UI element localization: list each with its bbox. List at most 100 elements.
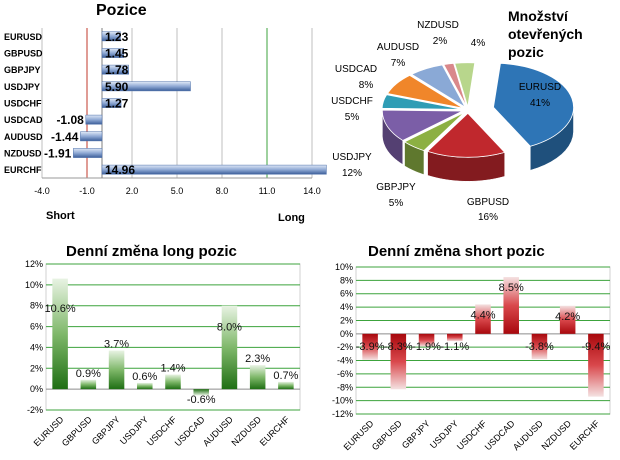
short-change-title: Denní změna short pozic <box>368 243 545 260</box>
value-label: 1.78 <box>105 63 129 77</box>
pie-slice <box>381 94 463 110</box>
column-bar <box>193 389 209 396</box>
data-label: 0.9% <box>76 368 101 380</box>
data-label: 8.5% <box>499 282 524 294</box>
value-label: 1.27 <box>105 97 129 111</box>
pie-title-line-3: pozic <box>508 44 544 60</box>
column-bar <box>503 277 519 334</box>
pie-title-line-1: Množství <box>508 8 568 24</box>
y-tick-label: 0% <box>340 329 353 339</box>
column-bar <box>221 305 238 390</box>
pie-slice-percent: 5% <box>389 198 404 209</box>
column-bar <box>475 304 491 334</box>
pie-slice-name: GBPJPY <box>376 182 416 193</box>
x-tick-label: 11.0 <box>259 186 276 196</box>
data-label: -0.6% <box>187 394 216 406</box>
x-tick-label: 2.0 <box>126 186 139 196</box>
column-bar <box>531 333 548 360</box>
y-tick-label: 10% <box>335 262 353 272</box>
category-label: USDCHF <box>4 99 42 109</box>
column-bar <box>278 381 294 390</box>
column-bar <box>80 379 97 390</box>
y-tick-label: 0% <box>30 384 43 394</box>
position-bar <box>101 64 129 75</box>
y-tick-label: -10% <box>332 396 353 406</box>
column-bar <box>390 333 407 390</box>
x-category-label: GBPUSD <box>370 418 404 452</box>
pie-slice <box>381 109 463 141</box>
x-tick-label: 8.0 <box>216 186 229 196</box>
position-bar <box>73 148 103 158</box>
column-bar <box>52 278 68 390</box>
pie-slice-percent: 2% <box>433 36 448 47</box>
value-label: 1.23 <box>105 30 129 44</box>
pie-slice-name: AUDUSD <box>377 42 419 53</box>
pie-slice <box>493 62 574 147</box>
data-label: 0.6% <box>132 371 157 383</box>
data-label: -3.8% <box>525 341 554 353</box>
y-tick-label: -8% <box>337 382 353 392</box>
position-bar <box>85 114 103 125</box>
position-bar <box>101 81 191 92</box>
x-category-label: AUDUSD <box>201 414 235 448</box>
x-tick-label: 14.0 <box>303 186 321 196</box>
category-label: EURCHF <box>4 165 42 175</box>
data-label: 4.2% <box>555 311 580 323</box>
column-bar <box>137 382 153 390</box>
position-bar <box>101 31 121 42</box>
x-tick-label: 5.0 <box>171 186 184 196</box>
data-label: 4.4% <box>470 309 495 321</box>
column-bar <box>165 374 181 390</box>
pie-slice-name: USDCHF <box>331 96 373 107</box>
data-label: -1.1% <box>440 341 469 353</box>
data-label: -1.9% <box>412 341 441 353</box>
pie-slice-percent: 41% <box>530 98 550 109</box>
open-positions-pie: EURUSD 41% GBPUSD 16% GBPJPY 5% USDJPY 12% USDCH… <box>331 20 574 223</box>
pie-slice-name: NZDUSD <box>417 20 459 31</box>
value-label: 14.96 <box>105 163 135 177</box>
data-label: 1.4% <box>160 363 185 375</box>
pie-slice <box>454 62 476 107</box>
y-tick-label: -2% <box>27 405 43 415</box>
category-label: AUDUSD <box>4 132 43 142</box>
data-label: -9.4% <box>582 341 611 353</box>
pie-slice <box>426 112 506 158</box>
short-change-chart: -12% -10% -8% -6% -4% -2% 0% 2% 4% 6% 8% 10% -3.9% EU… <box>332 262 611 452</box>
pie-slice-name: GBPUSD <box>467 197 509 208</box>
y-tick-label: 8% <box>30 301 43 311</box>
pie-slice-percent: 16% <box>478 212 498 223</box>
positions-chart: -4.0 -1.0 2.0 5.0 8.0 11.0 14.0 EURUSD 1.23 GBPUS… <box>4 28 327 196</box>
pie-slice-percent: 4% <box>471 38 486 49</box>
column-bar <box>418 333 435 347</box>
positions-title: Pozice <box>96 2 147 19</box>
x-category-label: GBPJPY <box>400 418 432 450</box>
short-side-label: Short <box>46 210 75 222</box>
category-label: EURUSD <box>4 32 43 42</box>
y-tick-label: 2% <box>30 363 43 373</box>
long-change-chart: -2%0%2%4%6%8%10%12%10.6%EURUSD0.9%GBPUSD… <box>25 259 301 448</box>
pie-slice-percent: 7% <box>391 58 406 69</box>
pie-slice <box>410 64 467 109</box>
long-side-label: Long <box>278 212 305 224</box>
pie-slice <box>386 74 464 109</box>
column-bar <box>108 350 125 390</box>
position-bar <box>101 98 122 108</box>
x-tick-label: -1.0 <box>79 186 95 196</box>
pie-title-line-2: otevřených <box>508 26 583 42</box>
pie-slice-name: USDJPY <box>332 152 372 163</box>
x-category-label: AUDUSD <box>511 418 545 452</box>
data-label: 10.6% <box>45 303 76 315</box>
y-tick-label: 6% <box>340 289 353 299</box>
position-bar <box>101 164 327 175</box>
data-label: 2.3% <box>245 353 270 365</box>
pie-slice <box>443 62 468 107</box>
value-label: 5.90 <box>105 80 129 94</box>
pie-slice-percent: 8% <box>359 80 374 91</box>
pie-slice-name: USDCAD <box>335 64 377 75</box>
column-bar <box>249 365 266 390</box>
pie-slice-percent: 12% <box>342 168 362 179</box>
position-bar <box>80 131 103 142</box>
y-tick-label: -12% <box>332 409 353 419</box>
y-tick-label: -6% <box>337 369 353 379</box>
long-change-title: Denní změna long pozic <box>66 243 237 260</box>
